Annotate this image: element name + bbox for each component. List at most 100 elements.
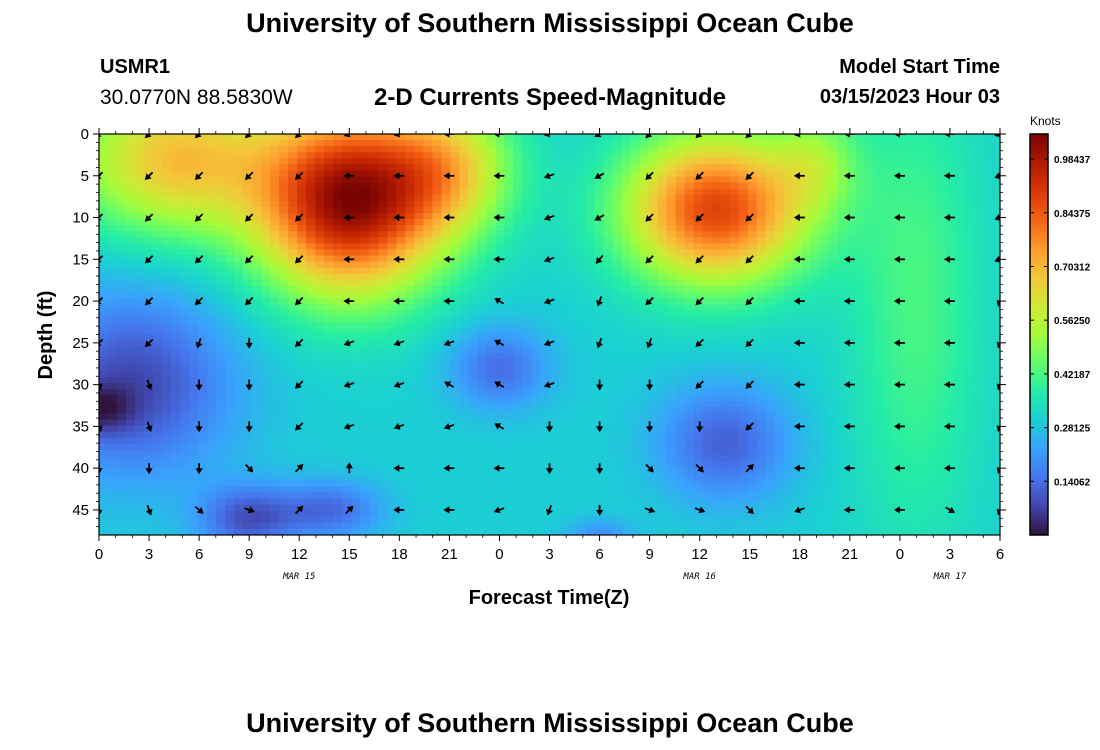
heatmap-cell [297, 358, 307, 366]
heatmap-cell [459, 322, 470, 330]
heatmap-cell [783, 212, 794, 220]
heatmap-cell [306, 419, 316, 427]
heatmap-cell [252, 328, 262, 336]
heatmap-cell [414, 346, 424, 354]
heatmap-cell [207, 261, 217, 269]
heatmap-cell [396, 377, 406, 384]
heatmap-cell [306, 225, 316, 232]
heatmap-cell [729, 383, 740, 390]
heatmap-cell [432, 419, 442, 427]
heatmap-cell [585, 279, 596, 287]
heatmap-cell [117, 243, 127, 251]
heatmap-cell [990, 225, 1000, 232]
heatmap-cell [882, 413, 893, 421]
heatmap-cell [252, 225, 262, 232]
heatmap-cell [441, 194, 451, 202]
heatmap-cell [225, 200, 235, 208]
heatmap-cell [648, 419, 659, 427]
heatmap-cell [792, 267, 803, 275]
heatmap-cell [720, 158, 731, 165]
heatmap-cell [432, 134, 442, 141]
heatmap-cell [648, 316, 659, 323]
heatmap-cell [225, 401, 235, 409]
heatmap-cell [153, 291, 163, 299]
heatmap-cell [963, 243, 974, 251]
heatmap-cell [459, 304, 470, 311]
heatmap-cell [657, 425, 668, 433]
heatmap-cell [99, 377, 109, 384]
heatmap-cell [405, 249, 415, 257]
heatmap-cell [261, 340, 271, 348]
heatmap-cell [459, 358, 470, 366]
heatmap-cell [441, 140, 451, 147]
heatmap-cell [630, 334, 641, 342]
heatmap-cell [738, 358, 749, 366]
heatmap-cell [945, 316, 956, 323]
heatmap-cell [279, 279, 289, 287]
heatmap-cell [909, 194, 920, 202]
heatmap-cell [873, 413, 884, 421]
heatmap-cell [711, 212, 722, 220]
heatmap-cell [873, 383, 884, 390]
heatmap-cell [693, 176, 704, 184]
heatmap-cell [243, 225, 253, 232]
heatmap-cell [234, 255, 244, 263]
heatmap-cell [360, 152, 370, 159]
heatmap-cell [702, 231, 713, 238]
heatmap-cell [846, 285, 857, 293]
heatmap-cell [225, 182, 235, 190]
heatmap-cell [585, 182, 596, 190]
heatmap-cell [837, 395, 848, 402]
heatmap-cell [783, 219, 794, 226]
heatmap-cell [369, 419, 379, 427]
heatmap-cell [333, 425, 343, 433]
heatmap-cell [693, 231, 704, 238]
heatmap-cell [522, 352, 533, 360]
heatmap-cell [351, 219, 361, 226]
heatmap-cell [180, 310, 190, 317]
heatmap-cell [126, 243, 136, 251]
heatmap-cell [288, 316, 298, 323]
heatmap-cell [234, 200, 244, 208]
heatmap-cell [990, 255, 1000, 263]
heatmap-cell [630, 340, 641, 348]
heatmap-cell [477, 425, 488, 433]
heatmap-cell [819, 225, 830, 232]
heatmap-cell [756, 182, 767, 190]
heatmap-cell [864, 134, 875, 141]
heatmap-cell [720, 182, 731, 190]
heatmap-cell [630, 425, 641, 433]
heatmap-cell [468, 395, 479, 402]
heatmap-cell [189, 279, 199, 287]
heatmap-cell [873, 364, 884, 372]
heatmap-cell [900, 231, 911, 238]
heatmap-cell [846, 140, 857, 147]
heatmap-cell [99, 182, 109, 190]
heatmap-cell [513, 395, 524, 402]
heatmap-cell [495, 389, 506, 396]
heatmap-cell [675, 200, 686, 208]
heatmap-cell [369, 273, 379, 281]
heatmap-cell [846, 401, 857, 409]
heatmap-cell [414, 401, 424, 409]
heatmap-cell [378, 310, 388, 317]
heatmap-cell [459, 255, 470, 263]
heatmap-cell [603, 212, 614, 220]
heatmap-cell [612, 219, 623, 226]
heatmap-cell [108, 316, 118, 323]
heatmap-cell [792, 370, 803, 378]
heatmap-cell [630, 249, 641, 257]
heatmap-cell [738, 219, 749, 226]
heatmap-cell [459, 383, 470, 390]
heatmap-cell [756, 200, 767, 208]
heatmap-cell [126, 395, 136, 402]
heatmap-cell [315, 334, 325, 342]
heatmap-cell [792, 322, 803, 330]
heatmap-cell [864, 279, 875, 287]
heatmap-cell [171, 237, 181, 244]
heatmap-cell [963, 219, 974, 226]
heatmap-cell [171, 322, 181, 330]
heatmap-cell [711, 407, 722, 415]
heatmap-cell [378, 298, 388, 305]
heatmap-cell [477, 255, 488, 263]
